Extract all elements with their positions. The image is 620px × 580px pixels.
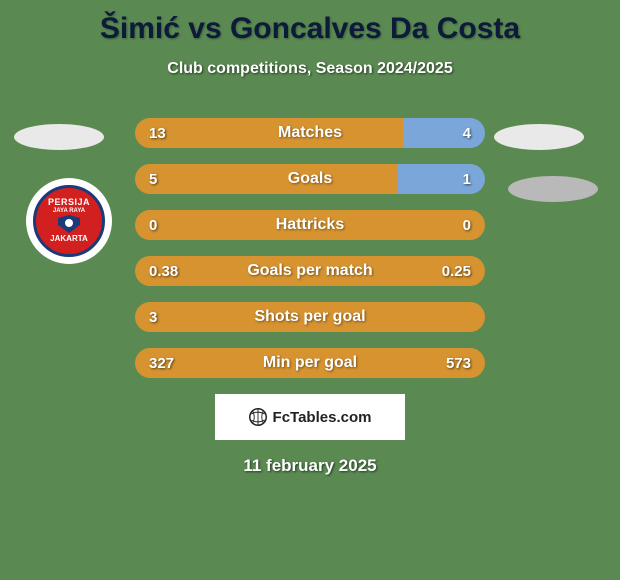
stat-label: Hattricks xyxy=(135,216,485,234)
stat-label: Matches xyxy=(135,124,485,142)
attribution-text: FcTables.com xyxy=(273,409,372,426)
club-logo-text-mid: JAYA RAYA xyxy=(53,208,85,215)
stat-label: Goals per match xyxy=(135,262,485,280)
stat-row: 134Matches xyxy=(135,118,485,148)
stat-row: 0.380.25Goals per match xyxy=(135,256,485,286)
attribution-box[interactable]: FcTables.com xyxy=(215,394,405,440)
club-crest-icon xyxy=(54,215,84,235)
infographic-container: Šimić vs Goncalves Da Costa Club competi… xyxy=(0,0,620,580)
comparison-title: Šimić vs Goncalves Da Costa xyxy=(0,0,620,46)
club-logo-inner: PERSIJA JAYA RAYA JAKARTA xyxy=(33,185,105,257)
player-right-second-ellipse xyxy=(508,176,598,202)
stat-label: Shots per goal xyxy=(135,308,485,326)
stat-row: 00Hattricks xyxy=(135,210,485,240)
player-left-badge-ellipse xyxy=(14,124,104,150)
stat-row: 3Shots per goal xyxy=(135,302,485,332)
club-logo-left: PERSIJA JAYA RAYA JAKARTA xyxy=(26,178,112,264)
stat-row: 327573Min per goal xyxy=(135,348,485,378)
comparison-subtitle: Club competitions, Season 2024/2025 xyxy=(0,60,620,78)
stat-label: Min per goal xyxy=(135,354,485,372)
infographic-date: 11 february 2025 xyxy=(0,456,620,476)
club-logo-text-bottom: JAKARTA xyxy=(50,235,88,244)
fctables-logo-icon xyxy=(249,408,267,426)
stat-row: 51Goals xyxy=(135,164,485,194)
stat-label: Goals xyxy=(135,170,485,188)
player-right-badge-ellipse xyxy=(494,124,584,150)
club-logo-text-top: PERSIJA xyxy=(48,198,90,208)
